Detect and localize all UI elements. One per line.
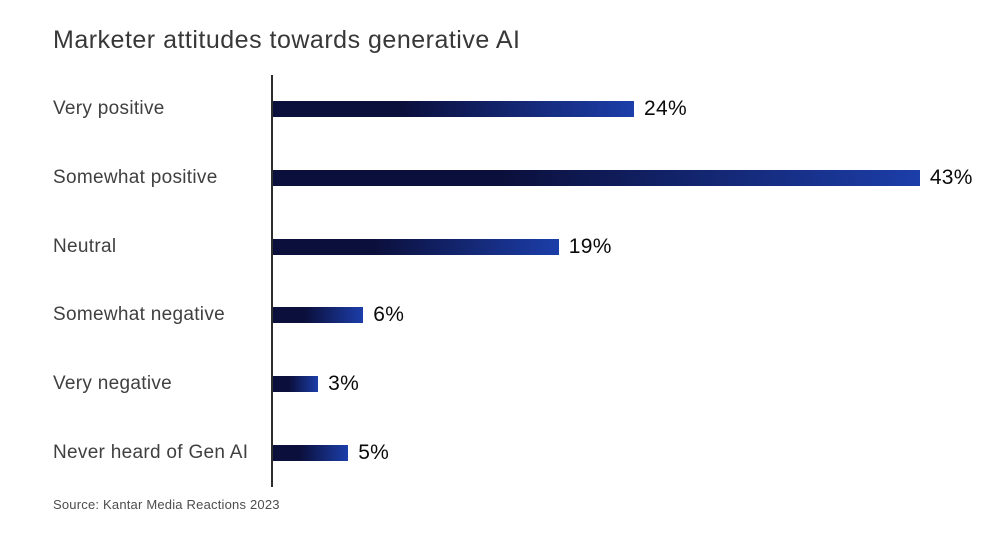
chart-title: Marketer attitudes towards generative AI	[53, 26, 521, 54]
bar-row: Somewhat negative 6%	[0, 281, 1000, 350]
bar-track: 6%	[273, 303, 980, 327]
bar-track: 3%	[273, 372, 980, 396]
bar	[273, 444, 349, 461]
bar	[273, 376, 319, 393]
bar	[273, 307, 364, 324]
category-label: Never heard of Gen AI	[53, 441, 249, 463]
category-label: Very positive	[53, 98, 165, 120]
value-label: 24%	[644, 97, 687, 121]
bar-rows: Very positive 24% Somewhat positive 43% Neut…	[0, 75, 1000, 487]
bar-row: Neutral 19%	[0, 212, 1000, 281]
bar-row: Very negative 3%	[0, 350, 1000, 419]
category-label: Neutral	[53, 235, 117, 257]
bar-chart: Very positive 24% Somewhat positive 43% Neut…	[0, 75, 1000, 487]
bar-row: Very positive 24%	[0, 75, 1000, 144]
bar-track: 43%	[273, 166, 980, 190]
bar-track: 5%	[273, 441, 980, 465]
bar-track: 19%	[273, 235, 980, 259]
y-axis-line	[271, 75, 273, 487]
category-label: Very negative	[53, 373, 173, 395]
bar-row: Somewhat positive 43%	[0, 144, 1000, 213]
value-label: 6%	[373, 303, 405, 327]
bar	[273, 170, 920, 186]
value-label: 43%	[929, 166, 973, 189]
value-label: 5%	[358, 440, 390, 464]
category-label: Somewhat negative	[53, 304, 225, 326]
value-label: 3%	[328, 372, 360, 396]
bar	[273, 238, 559, 255]
value-label: 19%	[568, 234, 612, 258]
source-note: Source: Kantar Media Reactions 2023	[53, 497, 280, 512]
bar	[273, 101, 635, 118]
bar-track: 24%	[273, 97, 980, 121]
bar-row: Never heard of Gen AI 5%	[0, 418, 1000, 487]
category-label: Somewhat positive	[53, 167, 218, 188]
